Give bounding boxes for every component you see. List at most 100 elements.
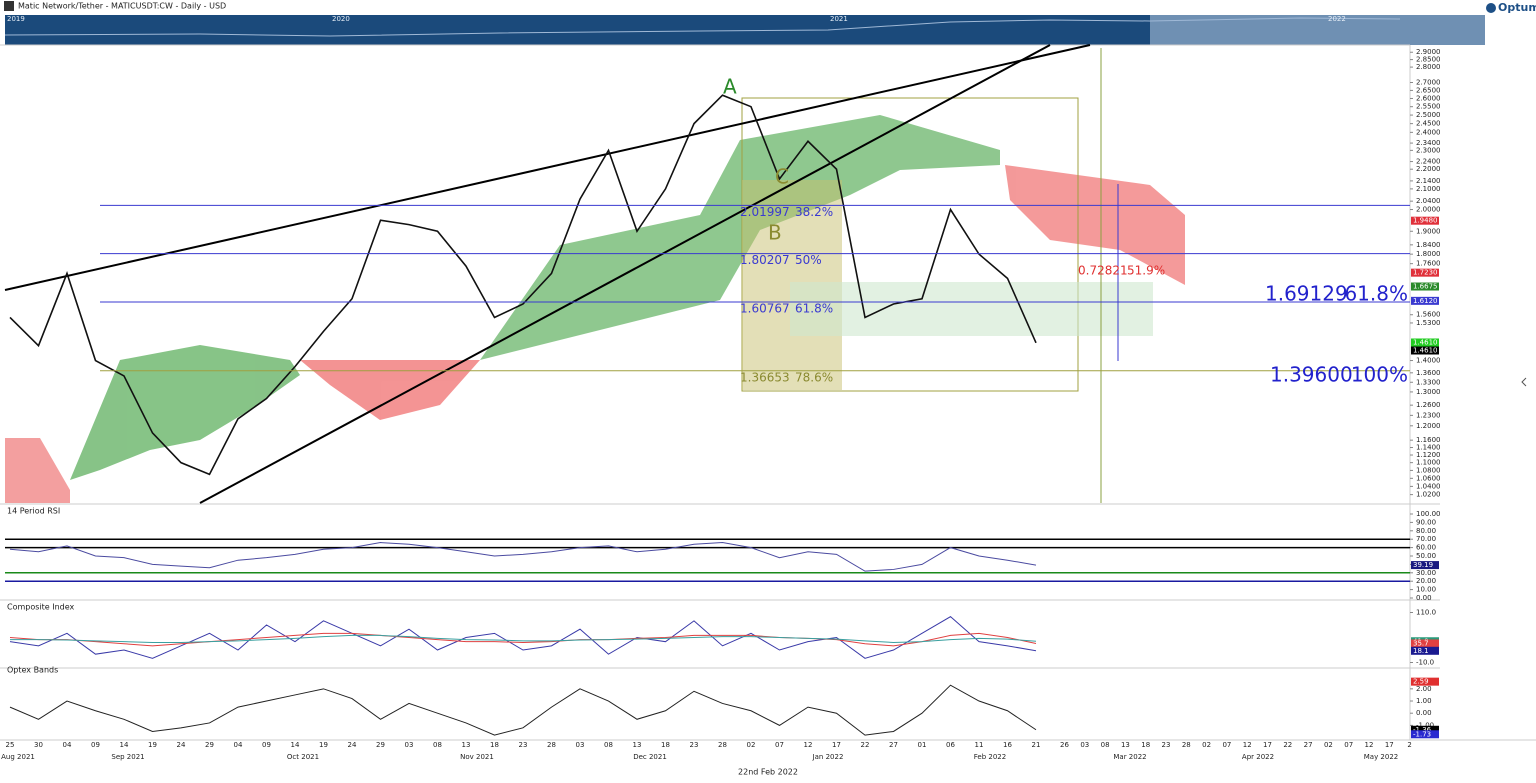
y-tick-label: 1.00 xyxy=(1416,697,1432,705)
app-icon xyxy=(4,1,14,11)
value-tag-label: 39.19 xyxy=(1413,561,1433,569)
x-tick-label: 29 xyxy=(205,741,214,749)
y-tick-label: 50.00 xyxy=(1416,552,1436,560)
collapse-button[interactable] xyxy=(1521,377,1527,387)
y-tick-label: 1.2600 xyxy=(1416,401,1441,409)
value-tag xyxy=(1411,561,1439,570)
navigator-year: 2021 xyxy=(830,15,848,23)
value-tag xyxy=(1411,646,1439,655)
month-label: Feb 2022 xyxy=(974,753,1006,761)
x-tick-label: 28 xyxy=(1182,741,1191,749)
x-tick-label: 01 xyxy=(918,741,927,749)
fib-percent: 50% xyxy=(795,253,822,267)
value-tag xyxy=(1411,338,1439,347)
y-tick-label: 1.0600 xyxy=(1416,474,1441,482)
x-tick-label: 24 xyxy=(348,741,357,749)
x-tick-label: 16 xyxy=(1003,741,1012,749)
x-tick-label: 27 xyxy=(1304,741,1313,749)
x-tick-label: 28 xyxy=(547,741,556,749)
x-tick-label: 23 xyxy=(519,741,528,749)
month-label: Sep 2021 xyxy=(111,753,144,761)
value-tag xyxy=(1411,216,1439,225)
y-tick-label: 2.3400 xyxy=(1416,139,1441,147)
y-tick-label: 1.3600 xyxy=(1416,369,1441,377)
month-label: Nov 2021 xyxy=(460,753,494,761)
y-tick-label: 2.6500 xyxy=(1416,86,1441,94)
x-tick-label: 18 xyxy=(1141,741,1150,749)
y-tick-label: 2.2400 xyxy=(1416,158,1441,166)
trend-line xyxy=(4,44,1091,291)
y-tick-label: 1.3300 xyxy=(1416,378,1441,386)
y-tick-label: 0.00 xyxy=(1416,594,1432,602)
x-tick-label: 18 xyxy=(661,741,670,749)
y-tick-label: 2.2000 xyxy=(1416,165,1441,173)
y-tick-label: 2.7000 xyxy=(1416,78,1441,86)
y-tick-label: 70.00 xyxy=(1416,535,1436,543)
y-tick-label: 60.00 xyxy=(1416,544,1436,552)
value-tag-label: 1.9480 xyxy=(1413,217,1438,225)
x-tick-label: 21 xyxy=(1032,741,1041,749)
y-tick-label: 1.1400 xyxy=(1416,444,1441,452)
x-tick-label: 17 xyxy=(832,741,841,749)
y-tick-label: 2.5500 xyxy=(1416,103,1441,111)
x-tick-label: 14 xyxy=(120,741,129,749)
y-tick-label: 1.7600 xyxy=(1416,260,1441,268)
y-tick-label: 1.1600 xyxy=(1416,436,1441,444)
value-tag xyxy=(1411,346,1439,355)
y-tick-label: 10.00 xyxy=(1416,586,1436,594)
x-tick-label: 04 xyxy=(63,741,72,749)
series-line xyxy=(9,684,1037,736)
series-line xyxy=(9,94,1037,476)
month-label: Apr 2022 xyxy=(1242,753,1274,761)
x-tick-label: 13 xyxy=(1121,741,1130,749)
logo: Optuma xyxy=(1486,1,1536,14)
y-tick-label: 2.9000 xyxy=(1416,48,1441,56)
x-tick-label: 08 xyxy=(1101,741,1110,749)
y-tick-label: 20.00 xyxy=(1416,577,1436,585)
x-tick-label: 28 xyxy=(718,741,727,749)
x-tick-label: 22 xyxy=(861,741,870,749)
x-tick-label: 06 xyxy=(946,741,955,749)
fib-percent: 61.8% xyxy=(795,301,833,315)
value-tag-label: -1.36 xyxy=(1413,726,1432,734)
y-tick-label: 1.3000 xyxy=(1416,388,1441,396)
y-tick-label: 1.1000 xyxy=(1416,459,1441,467)
y-tick-label: 80.00 xyxy=(1416,527,1436,535)
navigator-year: 2020 xyxy=(332,15,350,23)
x-tick-label: 13 xyxy=(462,741,471,749)
wave-label: B xyxy=(768,221,782,245)
value-tag xyxy=(1411,268,1439,277)
value-tag xyxy=(1411,730,1439,739)
x-tick-label: 03 xyxy=(1080,741,1089,749)
navigator-year: 2019 xyxy=(7,15,25,23)
value-tag-label: 2.59 xyxy=(1413,678,1429,686)
y-tick-label: 2.1000 xyxy=(1416,185,1441,193)
x-tick-label: 07 xyxy=(1222,741,1231,749)
x-tick-label: 07 xyxy=(1344,741,1353,749)
navigator[interactable] xyxy=(5,15,1150,45)
month-label: Oct 2021 xyxy=(287,753,319,761)
series-line xyxy=(10,634,1037,644)
y-tick-label: 2.4000 xyxy=(1416,128,1441,136)
y-tick-label: 1.9000 xyxy=(1416,227,1441,235)
y-tick-label: 2.4500 xyxy=(1416,120,1441,128)
x-tick-label: 2 xyxy=(1407,741,1411,749)
series-line xyxy=(9,632,1037,647)
x-tick-label: 08 xyxy=(433,741,442,749)
value-tag-label: 1.4610 xyxy=(1413,346,1438,354)
y-tick-label: 30.00 xyxy=(1416,569,1436,577)
y-tick-label: 1.2300 xyxy=(1416,411,1441,419)
x-tick-label: 12 xyxy=(804,741,813,749)
x-tick-label: 02 xyxy=(1324,741,1333,749)
fib-percent: 38.2% xyxy=(795,205,833,219)
cursor-date: 22nd Feb 2022 xyxy=(738,768,798,777)
month-label: Dec 2021 xyxy=(633,753,667,761)
x-tick-label: 02 xyxy=(1202,741,1211,749)
projection-price: 1.69129 xyxy=(1265,282,1348,306)
value-tag xyxy=(1411,725,1439,734)
svg-text:Optuma: Optuma xyxy=(1498,1,1536,14)
x-tick-label: 25 xyxy=(6,741,15,749)
value-tag xyxy=(1411,677,1439,686)
projection-percent: 61.8% xyxy=(1344,282,1408,306)
